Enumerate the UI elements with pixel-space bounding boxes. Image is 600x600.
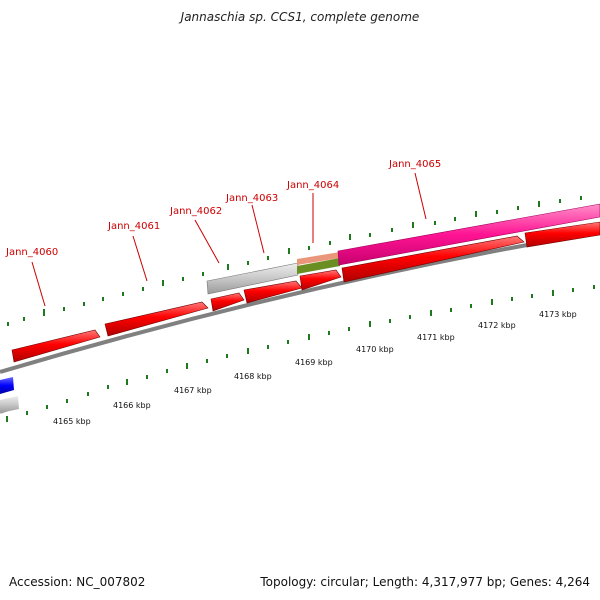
outer-tick-marks	[7, 196, 582, 326]
feature-salmon[interactable]	[297, 252, 340, 265]
gene-jann-4064[interactable]	[299, 269, 342, 291]
gene-jann-4062[interactable]	[210, 292, 245, 312]
gene-jann-4065[interactable]	[341, 235, 525, 283]
kbp-label: 4167 kbp	[174, 386, 212, 395]
reverse-gene[interactable]	[0, 377, 14, 394]
pseudo-gene-feature[interactable]	[206, 262, 299, 295]
inner-gray-feature[interactable]	[0, 396, 19, 413]
misc-feature-pink[interactable]	[337, 203, 600, 266]
gene-jann-4061[interactable]	[104, 301, 209, 337]
gene-label: Jann_4062	[169, 206, 222, 217]
gene-label: Jann_4064	[286, 180, 339, 191]
gene-label: Jann_4060	[5, 247, 58, 258]
forward-genes	[11, 221, 600, 363]
gene-jann-4060[interactable]	[11, 329, 101, 363]
kbp-label: 4166 kbp	[113, 401, 151, 410]
kbp-label: 4169 kbp	[295, 358, 333, 367]
gene-next[interactable]	[524, 221, 600, 248]
kbp-label: 4165 kbp	[53, 417, 91, 426]
feature-green[interactable]	[297, 258, 340, 274]
accession-text: Accession: NC_007802	[9, 575, 146, 589]
kbp-label: 4171 kbp	[417, 333, 455, 342]
kbp-label: 4168 kbp	[234, 372, 272, 381]
kbp-label: 4170 kbp	[356, 345, 394, 354]
gene-label: Jann_4065	[388, 159, 441, 170]
gene-label-pointers	[31, 172, 427, 307]
gene-label: Jann_4063	[225, 193, 278, 204]
kbp-label: 4172 kbp	[478, 321, 516, 330]
genome-summary-text: Topology: circular; Length: 4,317,977 bp…	[260, 575, 590, 589]
gene-label: Jann_4061	[107, 221, 160, 232]
genome-backbone	[0, 230, 600, 374]
map-title: Jannaschia sp. CCS1, complete genome	[180, 10, 420, 24]
inner-tick-marks	[6, 285, 595, 422]
kbp-label: 4173 kbp	[539, 310, 577, 319]
